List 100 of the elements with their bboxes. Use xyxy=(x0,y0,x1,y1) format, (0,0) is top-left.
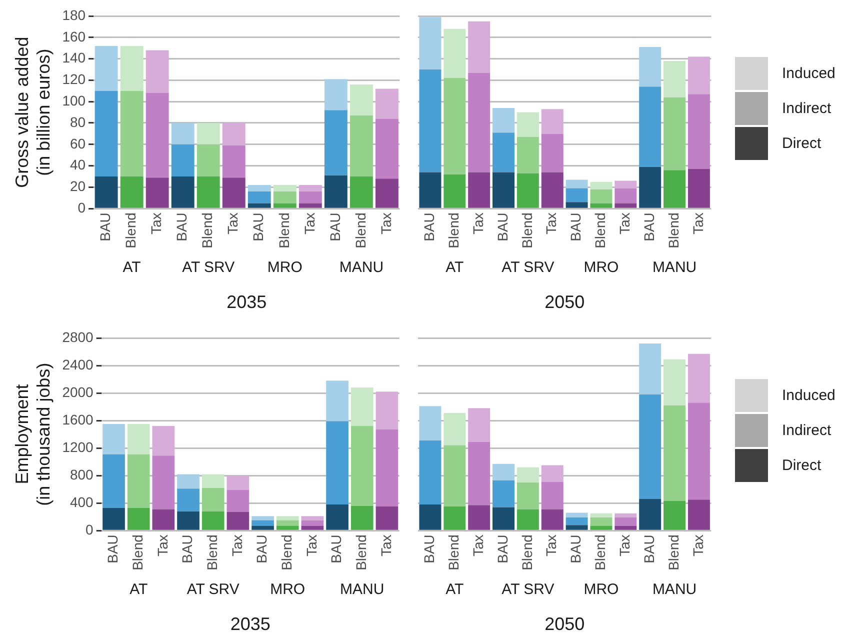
bar xyxy=(301,526,324,530)
bar xyxy=(127,424,150,454)
x-tick-label: BAU xyxy=(254,534,270,564)
bar xyxy=(541,109,564,134)
x-tick-label: Blend xyxy=(446,534,462,570)
text: Direct xyxy=(782,135,822,152)
bar xyxy=(688,169,710,208)
text: MANU xyxy=(339,259,384,276)
bar xyxy=(152,456,175,510)
x-axis-title: 2035 xyxy=(230,614,270,633)
bar xyxy=(196,144,220,176)
bar xyxy=(376,392,398,430)
text: AT xyxy=(446,581,464,598)
bar xyxy=(639,498,662,530)
x-tick-label: Tax xyxy=(470,212,486,234)
bar xyxy=(492,480,514,508)
x-tick-label: BAU xyxy=(97,212,114,242)
bar xyxy=(468,442,490,506)
bar xyxy=(94,46,118,91)
y-tick-label: 1600 xyxy=(62,411,94,428)
x-tick-label: Tax xyxy=(543,534,560,556)
bar xyxy=(127,508,150,530)
x-tick-label: Tax xyxy=(543,212,560,234)
x-tick-label: Tax xyxy=(616,534,633,556)
bar xyxy=(516,509,539,530)
bar xyxy=(664,359,686,406)
bar xyxy=(222,145,246,178)
bar xyxy=(120,176,144,208)
bar xyxy=(146,93,169,178)
text: AT xyxy=(446,259,464,276)
bar xyxy=(326,421,348,504)
bar xyxy=(276,516,299,520)
bar xyxy=(614,518,637,526)
bar xyxy=(350,116,373,176)
bar xyxy=(120,90,144,176)
x-tick-label: Blend xyxy=(518,212,535,248)
bar xyxy=(273,191,296,204)
x-tick-label: Blend xyxy=(592,534,608,570)
x-tick-label: BAU xyxy=(328,534,344,564)
bar xyxy=(468,72,490,172)
x-tick-label: Tax xyxy=(470,534,486,556)
bar xyxy=(146,178,169,208)
bar xyxy=(664,170,686,208)
bar xyxy=(492,507,514,530)
text: MRO xyxy=(270,581,306,598)
bar xyxy=(226,512,250,530)
bar xyxy=(566,188,588,202)
bar xyxy=(248,191,271,204)
x-tick-label: Tax xyxy=(148,212,164,234)
bar xyxy=(541,172,564,208)
bar xyxy=(276,526,299,530)
bar xyxy=(590,182,612,190)
x-tick-label: Tax xyxy=(154,534,170,556)
bar xyxy=(127,454,150,508)
bar xyxy=(664,501,686,530)
y-tick-label: 2800 xyxy=(62,328,94,345)
bar xyxy=(177,474,200,489)
y-tick-label: 80 xyxy=(70,114,86,130)
x-tick-label: Blend xyxy=(122,212,139,248)
x-tick-label: BAU xyxy=(640,212,657,242)
x-axis-title: 2050 xyxy=(544,292,585,312)
bar xyxy=(376,506,398,530)
bar xyxy=(468,172,490,208)
x-tick-label: Tax xyxy=(228,534,245,556)
bar xyxy=(541,134,564,172)
y-tick-label: 120 xyxy=(62,71,86,88)
bar xyxy=(350,388,374,426)
text: AT SRV xyxy=(186,581,240,598)
text: AT SRV xyxy=(182,259,235,276)
x-tick-label: Blend xyxy=(518,534,535,570)
bar xyxy=(639,166,662,208)
x-tick-label: Blend xyxy=(665,534,682,570)
bar xyxy=(273,203,296,208)
bar xyxy=(492,464,514,480)
bar xyxy=(614,180,637,188)
x-tick-label: Blend xyxy=(276,212,292,248)
bar xyxy=(298,203,322,208)
text: Induced xyxy=(782,387,836,404)
bar xyxy=(202,488,224,512)
bar xyxy=(350,426,374,506)
bar xyxy=(566,518,588,526)
y-tick-label: 140 xyxy=(62,50,86,66)
bar xyxy=(226,476,250,490)
x-tick-label: BAU xyxy=(250,212,266,242)
bar xyxy=(614,526,637,530)
bar xyxy=(196,176,220,208)
text: AT SRV xyxy=(502,259,554,276)
bar xyxy=(350,84,373,116)
bar xyxy=(492,132,514,172)
x-tick-label: BAU xyxy=(421,212,438,242)
x-tick-label: BAU xyxy=(568,212,584,242)
bar xyxy=(301,520,324,526)
bar xyxy=(419,440,442,504)
x-axis-title: 2050 xyxy=(544,614,585,633)
bar xyxy=(590,513,612,518)
bar xyxy=(276,520,299,526)
y-tick-label: 0 xyxy=(78,199,86,216)
x-tick-label: Blend xyxy=(204,534,220,570)
x-tick-label: Blend xyxy=(446,212,462,248)
bar xyxy=(566,512,588,518)
